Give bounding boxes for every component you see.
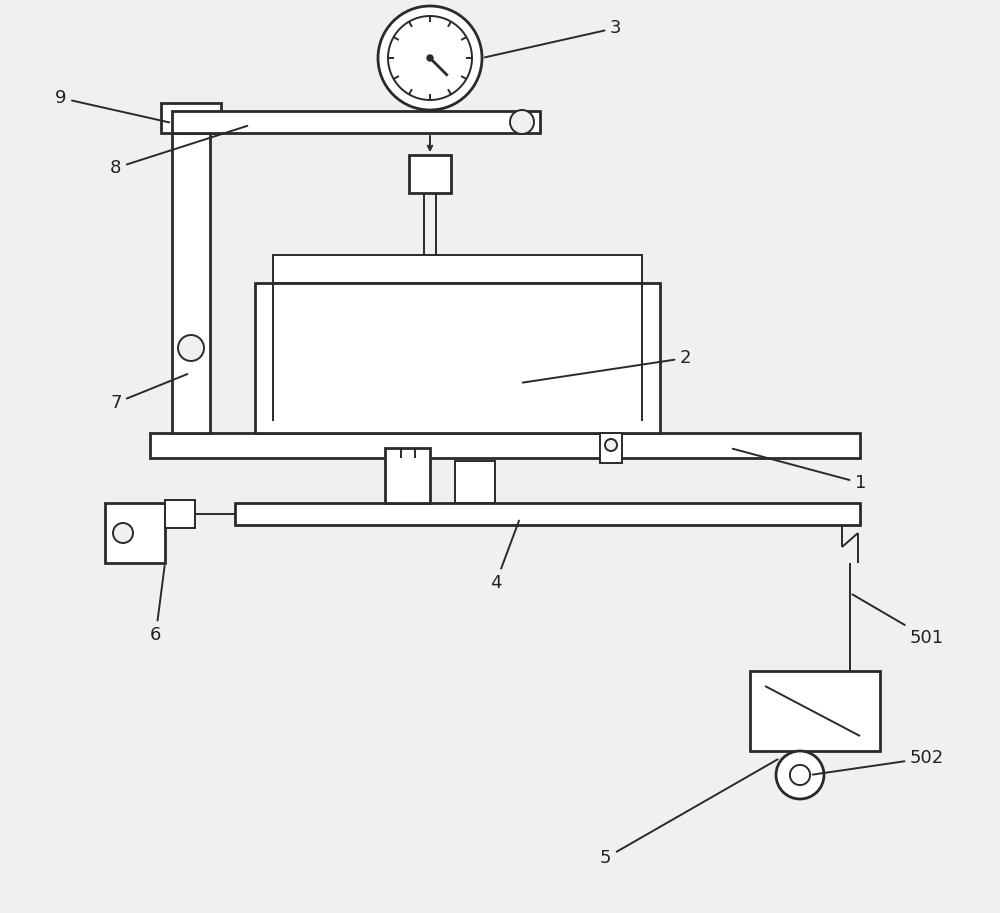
Circle shape xyxy=(790,765,810,785)
Circle shape xyxy=(113,523,133,543)
Circle shape xyxy=(776,751,824,799)
Text: 1: 1 xyxy=(733,448,866,492)
Bar xyxy=(409,155,451,193)
Bar xyxy=(165,500,195,528)
Bar xyxy=(385,448,430,503)
Bar xyxy=(600,433,622,463)
Bar xyxy=(255,283,660,433)
Text: 8: 8 xyxy=(110,126,247,177)
Circle shape xyxy=(605,439,617,451)
Bar xyxy=(235,503,860,525)
Bar xyxy=(750,671,880,751)
Text: 7: 7 xyxy=(110,374,187,412)
Text: 501: 501 xyxy=(852,594,944,647)
Text: 2: 2 xyxy=(523,349,692,383)
Text: 5: 5 xyxy=(600,760,778,867)
Circle shape xyxy=(510,110,534,134)
Bar xyxy=(161,103,221,133)
Circle shape xyxy=(427,55,433,61)
Circle shape xyxy=(378,6,482,110)
Bar xyxy=(273,255,642,283)
Text: 6: 6 xyxy=(150,566,165,644)
Bar xyxy=(105,503,165,563)
Text: 3: 3 xyxy=(485,19,622,58)
Text: 9: 9 xyxy=(55,89,169,122)
Text: 502: 502 xyxy=(813,749,944,774)
Bar xyxy=(150,433,860,458)
Bar xyxy=(455,461,495,503)
Bar xyxy=(172,111,540,133)
Bar xyxy=(172,133,210,433)
Text: 4: 4 xyxy=(490,520,519,592)
Circle shape xyxy=(178,335,204,361)
